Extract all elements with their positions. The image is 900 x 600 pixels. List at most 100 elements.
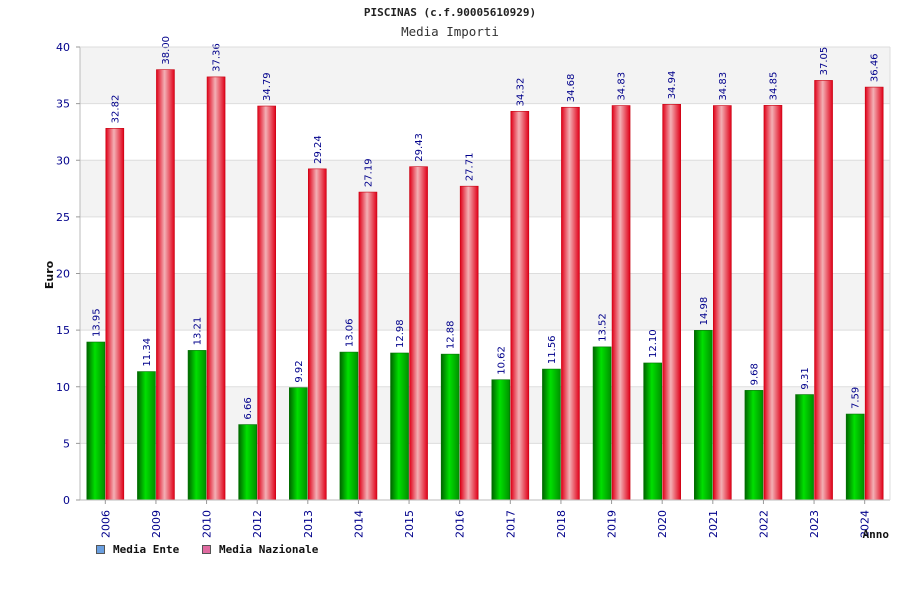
data-label-media-ente: 9.31 (800, 367, 811, 389)
bar-media-nazionale (814, 80, 833, 501)
bar-media-ente (86, 341, 106, 501)
bar-media-nazionale (662, 104, 681, 501)
bar-media-ente (542, 368, 561, 501)
legend-label-media-ente: Media Ente (113, 543, 180, 556)
bar-media-ente (238, 424, 257, 501)
chart-subtitle: Media Importi (401, 24, 499, 39)
x-tick-label: 2010 (201, 510, 214, 538)
y-axis-title: Euro (43, 260, 56, 289)
data-label-media-nazionale: 36.46 (870, 53, 881, 82)
bar-media-ente (187, 350, 207, 501)
bar-media-ente (795, 394, 814, 501)
bar-media-nazionale (611, 105, 631, 501)
bar-media-ente (845, 413, 865, 501)
data-label-media-nazionale: 27.71 (465, 153, 476, 182)
x-tick-label: 2021 (707, 510, 720, 538)
data-label-media-ente: 13.06 (344, 318, 355, 347)
bar-media-ente (694, 330, 713, 501)
legend-item-media-nazionale: Media Nazionale (202, 543, 318, 556)
chart-title: PISCINAS (c.f.90005610929) (363, 6, 537, 19)
x-tick-label: 2012 (251, 510, 264, 538)
legend-swatch-media-ente (96, 545, 105, 554)
bar-media-nazionale (459, 185, 479, 501)
legend-swatch-media-nazionale (202, 545, 211, 554)
data-label-media-nazionale: 29.43 (414, 133, 425, 162)
y-tick-label: 30 (56, 154, 70, 167)
bar-media-nazionale (713, 105, 732, 501)
bar-media-ente (289, 387, 308, 501)
bar-media-ente (137, 371, 156, 501)
bar-media-ente (592, 346, 612, 501)
data-label-media-ente: 12.88 (446, 320, 457, 349)
data-label-media-ente: 10.62 (496, 346, 507, 375)
data-label-media-nazionale: 34.79 (262, 72, 273, 101)
bar-media-nazionale (308, 168, 327, 501)
y-tick-label: 0 (63, 494, 70, 507)
x-tick-label: 2017 (504, 510, 517, 538)
data-label-media-nazionale: 37.05 (819, 47, 830, 76)
y-tick-label: 10 (56, 381, 70, 394)
data-label-media-ente: 7.59 (851, 387, 862, 409)
bar-media-nazionale (257, 105, 276, 501)
legend-label-media-nazionale: Media Nazionale (219, 543, 319, 556)
bar-media-nazionale (763, 105, 783, 501)
data-label-media-ente: 14.98 (699, 297, 710, 326)
bar-media-nazionale (206, 76, 226, 501)
y-tick-label: 20 (56, 268, 70, 281)
x-tick-label: 2016 (454, 510, 467, 538)
bar-media-nazionale (156, 69, 175, 501)
data-label-media-nazionale: 34.83 (617, 72, 628, 101)
legend-item-media-ente: Media Ente (96, 543, 179, 556)
x-tick-label: 2013 (302, 510, 315, 538)
y-tick-label: 25 (56, 211, 70, 224)
data-label-media-ente: 6.66 (243, 397, 254, 419)
x-tick-label: 2022 (757, 510, 770, 538)
data-label-media-nazionale: 34.85 (768, 72, 779, 101)
data-label-media-ente: 11.34 (142, 338, 153, 367)
bar-media-ente (491, 379, 511, 501)
bar-media-nazionale (105, 128, 125, 501)
data-label-media-ente: 11.56 (547, 335, 558, 364)
data-label-media-nazionale: 34.32 (515, 78, 526, 107)
x-axis-title: Anno (863, 528, 890, 541)
x-tick-label: 2019 (606, 510, 619, 538)
data-label-media-ente: 12.10 (648, 329, 659, 358)
data-label-media-nazionale: 32.82 (110, 95, 121, 124)
x-tick-label: 2006 (99, 510, 112, 538)
x-tick-label: 2014 (352, 510, 365, 538)
bar-media-nazionale (561, 106, 580, 501)
bar-media-nazionale (358, 191, 378, 501)
y-tick-label: 40 (56, 41, 70, 54)
x-tick-label: 2020 (656, 510, 669, 538)
data-label-media-ente: 12.98 (395, 319, 406, 348)
y-tick-label: 5 (63, 437, 70, 450)
bar-media-nazionale (409, 166, 428, 501)
y-tick-label: 35 (56, 98, 70, 111)
bar-media-ente (440, 353, 460, 501)
data-label-media-nazionale: 29.24 (313, 135, 324, 164)
x-tick-label: 2018 (555, 510, 568, 538)
data-label-media-ente: 13.21 (193, 317, 204, 346)
data-label-media-nazionale: 34.68 (566, 74, 577, 103)
bar-media-ente (339, 351, 359, 501)
data-label-media-ente: 9.92 (294, 360, 305, 382)
bar-media-ente (390, 352, 409, 501)
data-label-media-ente: 13.95 (91, 308, 102, 337)
data-label-media-nazionale: 38.00 (161, 36, 172, 65)
bar-media-nazionale (864, 86, 884, 501)
data-label-media-nazionale: 34.94 (667, 71, 678, 100)
bar-media-ente (744, 390, 764, 501)
x-tick-label: 2009 (150, 510, 163, 538)
data-label-media-nazionale: 37.36 (212, 43, 223, 72)
y-tick-label: 15 (56, 324, 70, 337)
x-tick-label: 2023 (808, 510, 821, 538)
bar-media-nazionale (510, 111, 530, 501)
data-label-media-ente: 13.52 (598, 313, 609, 342)
x-tick-label: 2024 (859, 510, 872, 538)
data-label-media-nazionale: 34.83 (718, 72, 729, 101)
bar-media-ente (643, 362, 662, 501)
data-label-media-ente: 9.68 (749, 363, 760, 385)
x-tick-label: 2015 (403, 510, 416, 538)
data-label-media-nazionale: 27.19 (363, 158, 374, 187)
